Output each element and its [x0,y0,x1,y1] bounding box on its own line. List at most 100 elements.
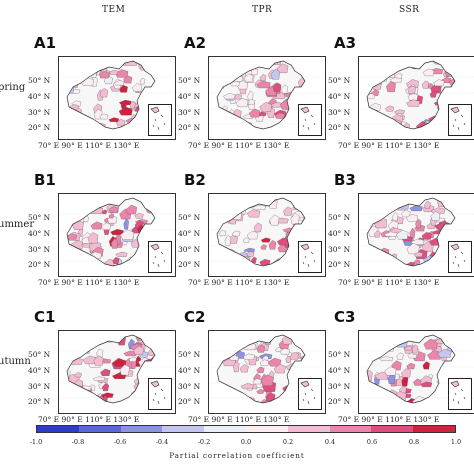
province-region [140,198,153,203]
province-region [108,117,120,122]
province-region [67,69,73,81]
latitude-tick: 30° N [28,382,51,391]
province-region [227,198,236,205]
province-region [283,206,293,216]
province-region [223,64,231,72]
province-region [290,110,297,117]
colorbar-tick: 1.0 [450,438,462,446]
province-region [223,198,238,209]
latitude-tick: 20° N [28,397,51,406]
province-region [414,251,423,257]
row-label: pring [0,82,26,93]
province-region [260,244,267,250]
province-region [273,364,286,374]
map-panel: 50° N 40° N 30° N 20° N 70° E 90° E 110° E 1… [28,330,178,430]
longitude-ticks: 70° E 90° E 110° E 130° E [188,141,290,150]
province-region [437,349,452,358]
latitude-tick: 40° N [28,366,51,375]
province-region [266,198,278,202]
province-region [268,198,278,209]
province-region [220,256,233,266]
column-title: SSR [399,5,420,15]
colorbar-tick: 0.2 [282,438,294,446]
colorbar-segment [413,426,455,432]
panel-label: C3 [334,308,356,326]
province-region [264,61,273,68]
province-region [132,83,143,92]
province-region [369,113,378,123]
province-region [112,256,120,265]
province-region [149,61,155,69]
province-region [139,77,146,85]
province-region [90,69,98,78]
province-region [145,205,155,214]
province-region [403,335,417,341]
province-region [392,212,399,221]
province-region [139,99,149,110]
province-region [242,121,252,127]
province-region [260,374,274,386]
province-region [367,209,379,217]
china-map [208,193,326,277]
province-region [67,198,77,201]
province-region [367,125,374,129]
province-region [133,345,144,355]
province-region [67,82,75,94]
china-map [58,56,176,140]
province-region [385,105,395,112]
latitude-tick: 20° N [178,397,201,406]
province-region [229,202,240,210]
province-region [367,335,374,340]
colorbar-tick: -0.6 [113,438,127,446]
latitude-tick: 40° N [328,92,351,101]
longitude-ticks: 70° E 90° E 110° E 130° E [338,278,440,287]
province-region [87,232,99,244]
province-region [369,199,381,206]
province-region [381,262,388,266]
longitude-ticks: 70° E 90° E 110° E 130° E [188,278,290,287]
province-region [290,369,297,374]
province-region [233,360,240,373]
latitude-tick: 30° N [178,245,201,254]
province-region [120,102,127,109]
province-region [67,78,74,85]
province-region [104,335,113,341]
province-region [433,79,445,87]
province-region [93,355,104,366]
province-region [217,247,223,255]
province-region [410,238,425,245]
latitude-tick: 30° N [178,108,201,117]
province-region [391,360,402,371]
province-region [422,361,430,370]
province-region [367,258,372,266]
province-region [101,222,111,230]
latitude-tick: 40° N [28,92,51,101]
latitude-tick: 20° N [28,260,51,269]
map-panel: 50° N 40° N 30° N 20° N 70° E 90° E 110° E 1… [28,193,178,293]
latitude-tick: 50° N [328,350,351,359]
province-region [383,68,396,78]
province-region [74,372,82,378]
province-region [248,108,261,118]
latitude-tick: 20° N [178,123,201,132]
province-region [88,335,101,342]
map-panel: 50° N 40° N 30° N 20° N 70° E 90° E 110° E 1… [328,330,474,430]
latitude-tick: 40° N [178,366,201,375]
province-region [81,203,89,215]
province-region [144,95,154,103]
latitude-tick: 30° N [328,382,351,391]
column-title: TPR [252,5,273,15]
province-region [429,90,437,98]
latitude-tick: 50° N [28,213,51,222]
south-china-sea-inset [448,378,472,410]
province-region [224,198,231,206]
colorbar-tick: -1.0 [29,438,43,446]
province-region [92,259,98,266]
colorbar-segment [204,426,246,432]
map-panel: 50° N 40° N 30° N 20° N 70° E 90° E 110° E 1… [328,193,474,293]
province-region [235,338,247,345]
province-region [231,199,241,208]
province-region [376,68,388,75]
latitude-tick: 20° N [178,260,201,269]
province-region [239,61,249,66]
